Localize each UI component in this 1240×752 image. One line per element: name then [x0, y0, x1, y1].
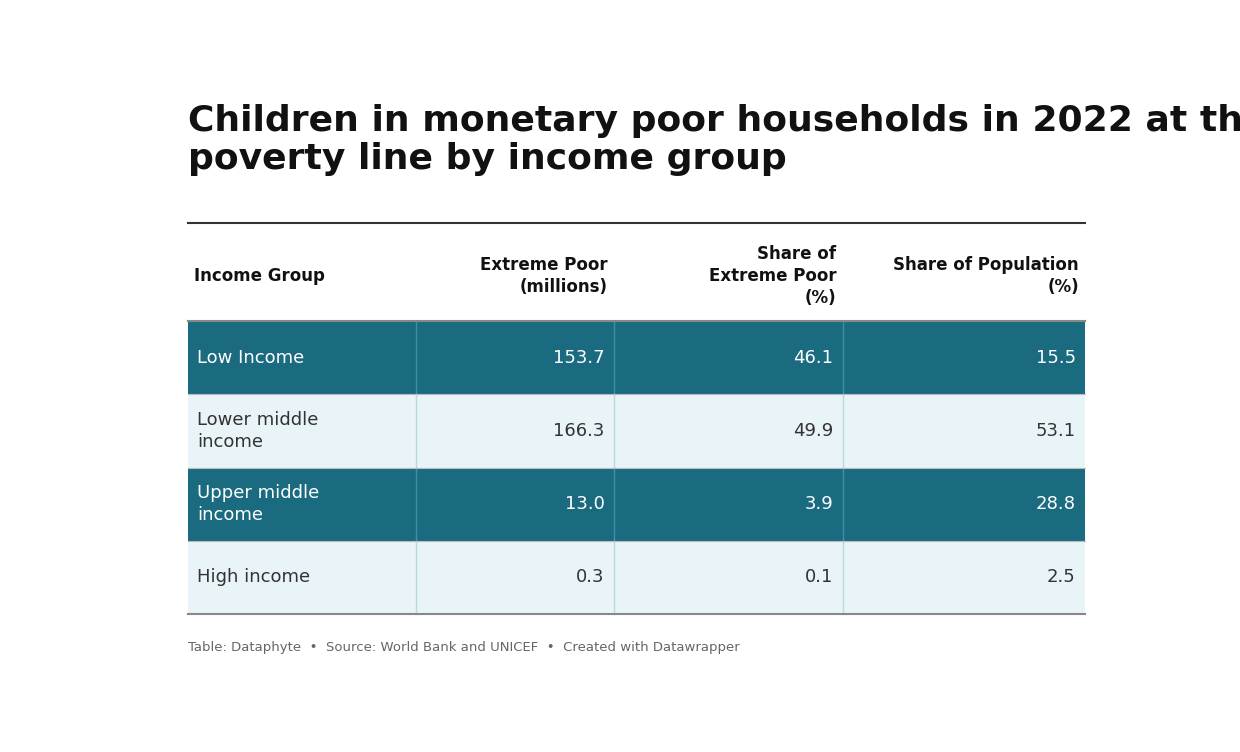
Text: 3.9: 3.9	[805, 495, 833, 513]
Text: Lower middle
income: Lower middle income	[197, 411, 319, 451]
Text: Income Group: Income Group	[193, 267, 325, 285]
Text: 15.5: 15.5	[1035, 349, 1075, 367]
Text: 49.9: 49.9	[794, 422, 833, 440]
Bar	[187, 468, 1085, 541]
Text: 0.1: 0.1	[805, 569, 833, 587]
Bar	[187, 321, 1085, 394]
Text: Extreme Poor
(millions): Extreme Poor (millions)	[480, 256, 608, 296]
Text: 13.0: 13.0	[564, 495, 605, 513]
Bar	[187, 394, 1085, 468]
Text: High income: High income	[197, 569, 310, 587]
Text: Children in monetary poor households in 2022 at the $2.15
poverty line by income: Children in monetary poor households in …	[187, 104, 1240, 176]
Text: Share of Population
(%): Share of Population (%)	[893, 256, 1079, 296]
Text: Share of
Extreme Poor
(%): Share of Extreme Poor (%)	[709, 245, 837, 308]
Text: 166.3: 166.3	[553, 422, 605, 440]
Text: 2.5: 2.5	[1047, 569, 1075, 587]
Text: 53.1: 53.1	[1035, 422, 1075, 440]
Text: Low Income: Low Income	[197, 349, 304, 367]
Text: 153.7: 153.7	[553, 349, 605, 367]
Text: 0.3: 0.3	[577, 569, 605, 587]
Text: 46.1: 46.1	[794, 349, 833, 367]
Text: Table: Dataphyte  •  Source: World Bank and UNICEF  •  Created with Datawrapper: Table: Dataphyte • Source: World Bank an…	[187, 641, 739, 653]
Bar	[187, 541, 1085, 614]
Text: 28.8: 28.8	[1035, 495, 1075, 513]
Text: Upper middle
income: Upper middle income	[197, 484, 319, 524]
